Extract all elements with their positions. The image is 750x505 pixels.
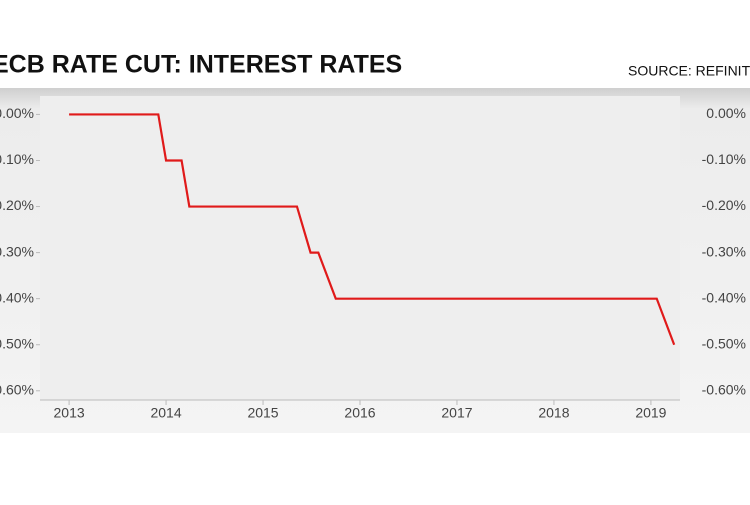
y2-tick-label: -0.60% bbox=[702, 381, 746, 397]
y-tick-label: -0.40% bbox=[0, 289, 34, 305]
x-tick-label: 2018 bbox=[538, 405, 569, 421]
x-tick-label: 2013 bbox=[54, 405, 85, 421]
y2-tick-label: 0.00% bbox=[706, 105, 746, 121]
y2-tick-label: -0.20% bbox=[702, 197, 746, 213]
x-tick-label: 2014 bbox=[150, 405, 181, 421]
x-tick-label: 2017 bbox=[441, 405, 472, 421]
y-tick-label: 0.00% bbox=[0, 105, 34, 121]
source: SOURCE: REFINITIV bbox=[628, 63, 750, 79]
y-tick-label: -0.30% bbox=[0, 243, 34, 259]
chart-title: ECB RATE CUT: INTEREST RATES bbox=[0, 51, 402, 79]
y-tick-label: -0.10% bbox=[0, 151, 34, 167]
y2-tick-label: -0.50% bbox=[702, 335, 746, 351]
plot-area bbox=[40, 96, 680, 400]
x-tick-label: 2015 bbox=[247, 405, 278, 421]
y-tick-label: -0.60% bbox=[0, 381, 34, 397]
y2-tick-label: -0.30% bbox=[702, 243, 746, 259]
line bbox=[69, 113, 676, 346]
x-tick-label: 2019 bbox=[635, 405, 666, 421]
x-tick-label: 2016 bbox=[344, 405, 375, 421]
y-tick-label: -0.20% bbox=[0, 197, 34, 213]
y2-tick-label: -0.40% bbox=[702, 289, 746, 305]
y-tick-label: -0.50% bbox=[0, 335, 34, 351]
y2-tick-label: -0.10% bbox=[702, 151, 746, 167]
